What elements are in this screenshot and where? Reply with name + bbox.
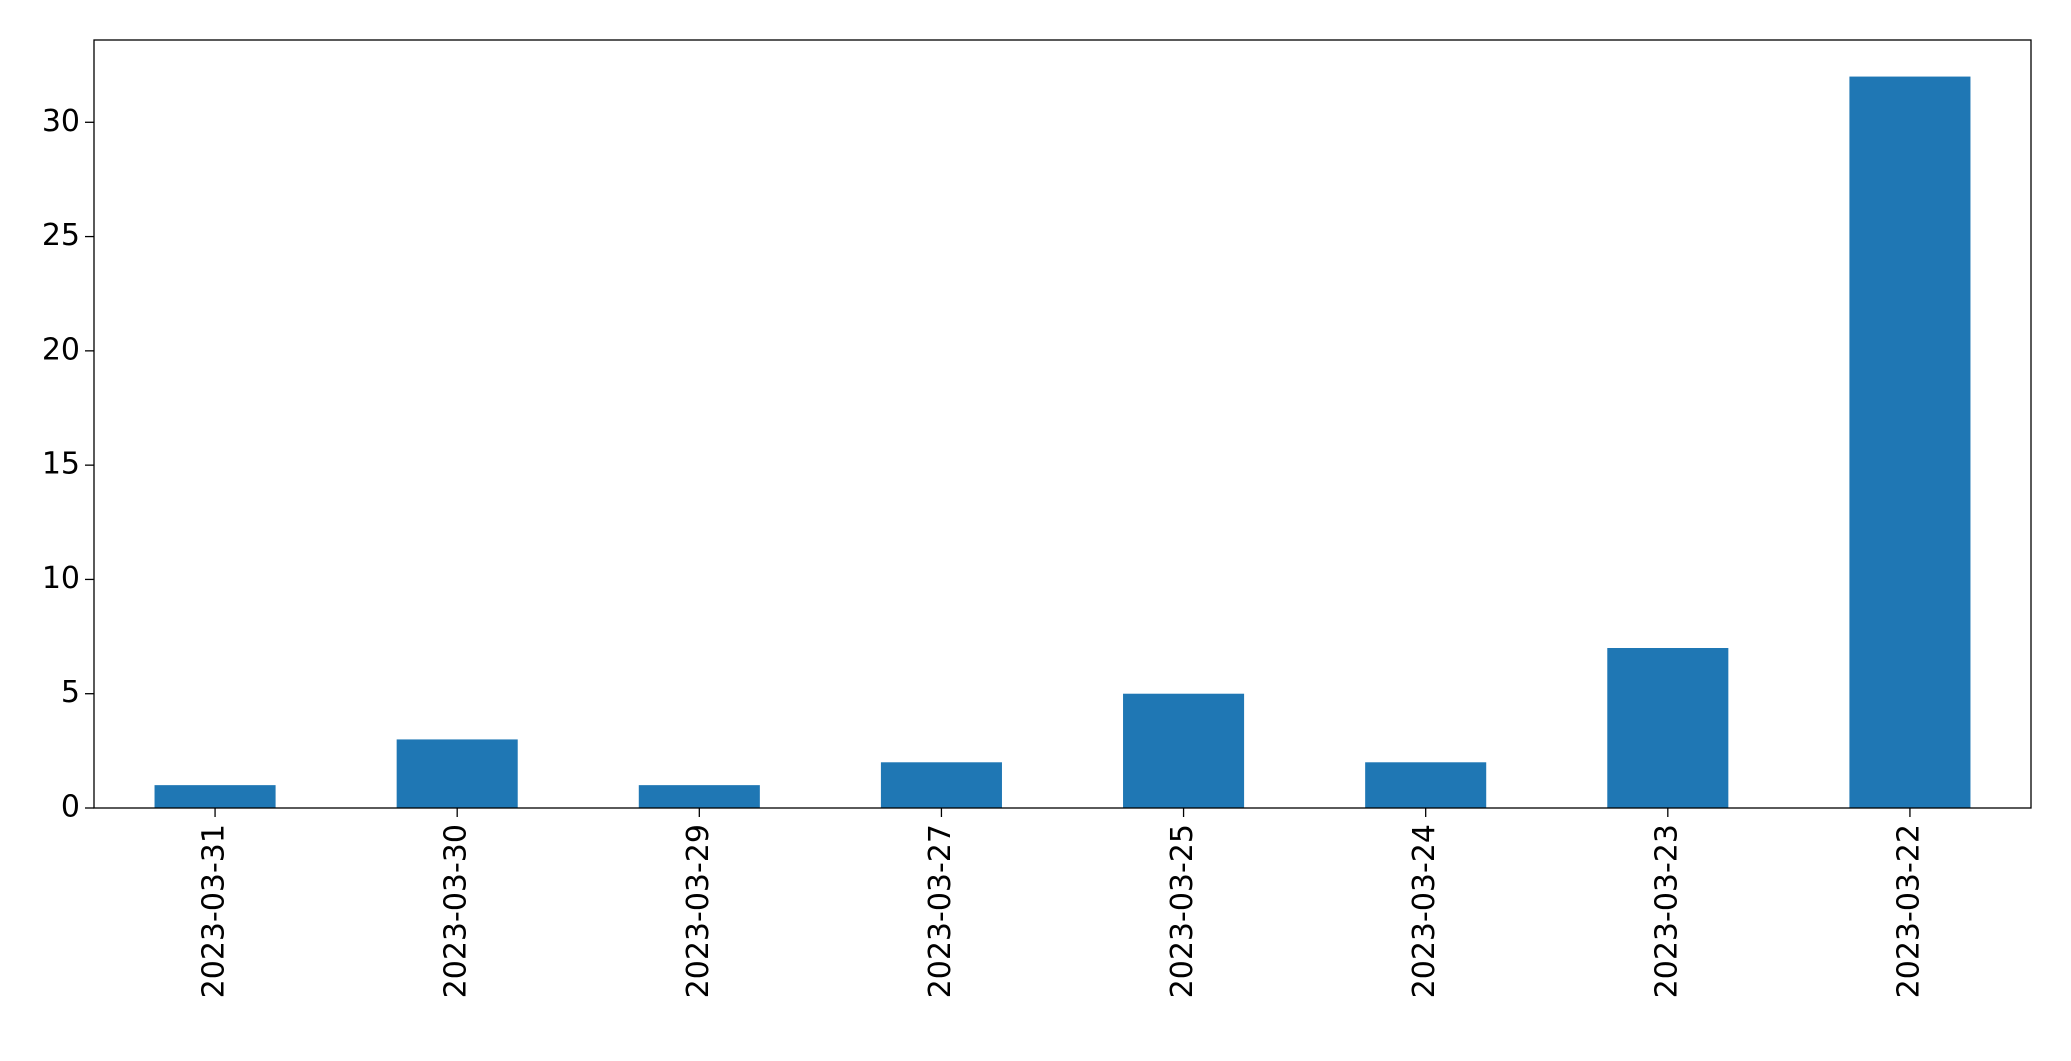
x-tick-label: 2023-03-25: [1165, 824, 1200, 998]
y-tick-label: 25: [42, 218, 80, 253]
x-tick-label: 2023-03-29: [681, 824, 716, 998]
bar: [1123, 693, 1245, 808]
bar: [154, 785, 276, 808]
bar: [1365, 762, 1487, 808]
bar: [638, 785, 760, 808]
x-tick-label: 2023-03-23: [1649, 824, 1684, 998]
bar: [1849, 76, 1971, 809]
y-tick-label: 30: [42, 104, 80, 139]
x-tick-label: 2023-03-30: [439, 824, 474, 998]
y-tick-label: 0: [61, 790, 80, 825]
y-tick-label: 15: [42, 447, 80, 482]
y-tick-label: 20: [42, 332, 80, 367]
x-tick-label: 2023-03-31: [197, 824, 232, 998]
y-tick-label: 10: [42, 561, 80, 596]
plot-frame: [93, 39, 2032, 809]
y-tick-label: 5: [61, 675, 80, 710]
bar: [396, 739, 518, 808]
bar: [1607, 648, 1729, 808]
x-tick-label: 2023-03-22: [1891, 824, 1926, 998]
x-tick-label: 2023-03-24: [1407, 824, 1442, 998]
bar: [880, 762, 1002, 808]
x-tick-label: 2023-03-27: [923, 824, 958, 998]
